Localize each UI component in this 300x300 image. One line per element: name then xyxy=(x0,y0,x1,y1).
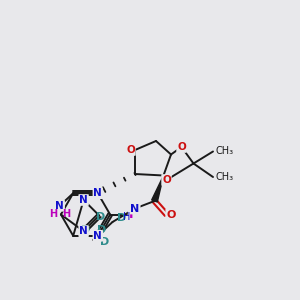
Text: O: O xyxy=(126,145,135,155)
Text: H: H xyxy=(62,209,70,219)
Text: H: H xyxy=(49,209,57,219)
Text: H: H xyxy=(123,212,130,222)
Text: D: D xyxy=(98,225,106,236)
Text: N: N xyxy=(79,226,88,236)
Text: CH₃: CH₃ xyxy=(216,146,234,157)
Text: D: D xyxy=(97,212,106,222)
Text: D: D xyxy=(100,237,109,248)
Text: N: N xyxy=(93,188,102,198)
Polygon shape xyxy=(152,176,164,202)
Text: D: D xyxy=(81,225,90,236)
Text: I: I xyxy=(129,208,133,221)
Text: O: O xyxy=(162,175,171,185)
Text: N: N xyxy=(55,201,64,211)
Text: CH₃: CH₃ xyxy=(216,172,234,182)
Text: O: O xyxy=(177,142,186,152)
Text: N: N xyxy=(79,195,88,205)
Text: N: N xyxy=(130,203,140,214)
Text: O: O xyxy=(166,209,176,220)
Text: N: N xyxy=(93,231,102,241)
Text: D: D xyxy=(118,213,127,224)
